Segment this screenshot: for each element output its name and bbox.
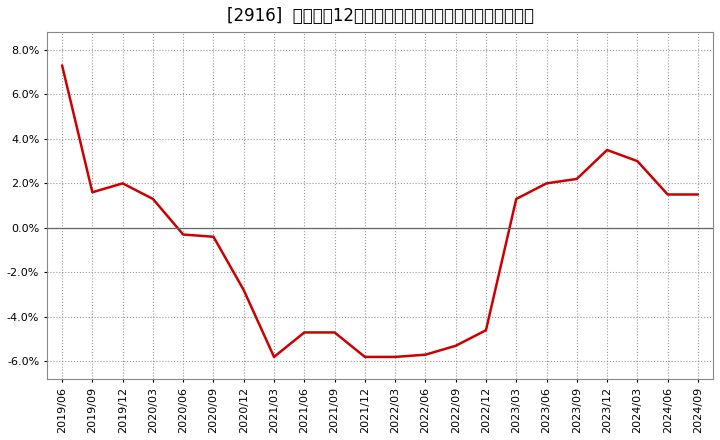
Title: [2916]  売上高の12か月移動合計の対前年同期増減率の推移: [2916] 売上高の12か月移動合計の対前年同期増減率の推移 xyxy=(227,7,534,25)
